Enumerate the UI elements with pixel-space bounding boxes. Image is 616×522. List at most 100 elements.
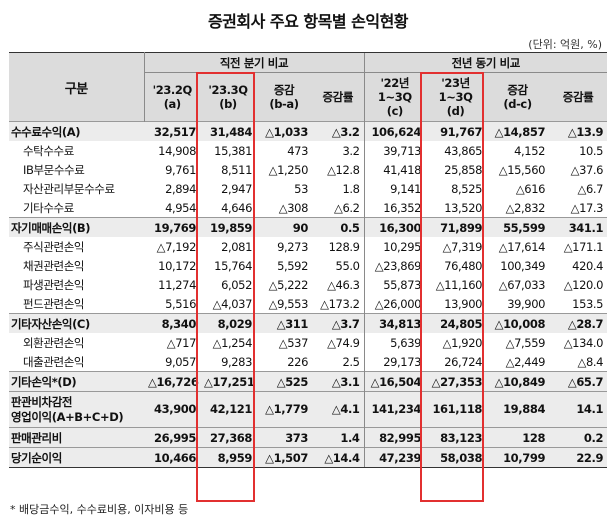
cell-value: △9,553	[268, 296, 309, 311]
cell-value: △65.7	[549, 371, 608, 392]
cell-value: 16,352	[363, 198, 426, 218]
cell-value: 58,038	[425, 447, 487, 468]
cell-value: 90	[256, 217, 312, 237]
table-row: 채권관련손익 10,172 15,764 5,592 55.0 △23,869 76,480…	[9, 256, 607, 275]
cell-value: 10,295	[363, 237, 426, 256]
cell-value: 6,052	[221, 277, 252, 292]
header-col-line: 증감률	[322, 90, 354, 104]
row-label: 주식관련손익	[9, 237, 144, 256]
cell-value: 9,057	[165, 354, 196, 369]
row-label: 자기매매손익(B)	[9, 217, 144, 237]
row-label-line: 기타손익*(D)	[11, 374, 77, 389]
header-col-line: 1~3Q	[377, 90, 412, 104]
cell-value: △1,033	[256, 121, 312, 141]
header-col-1: '23.3Q (b)	[200, 72, 256, 122]
cell-value: 106,624	[363, 121, 426, 141]
cell-value: △134.0	[563, 335, 604, 350]
cell-value: 9,141	[363, 179, 426, 198]
cell-value: △1,779	[256, 391, 312, 428]
cell-value: △15,560	[498, 162, 546, 177]
row-label: 기타손익*(D)	[9, 371, 144, 392]
row-label-line: 채권관련손익	[23, 258, 85, 273]
row-label-line: 기타자산손익(C)	[11, 316, 90, 331]
header-col-5: '23년 1~3Q (d)	[425, 72, 487, 122]
header-col-line: '23년	[441, 76, 470, 90]
row-label-line: 수수료수익(A)	[11, 124, 81, 139]
table-row: 기타자산손익(C) 8,340 8,029 △311 △3.7 34,813 24,805 △…	[9, 313, 608, 333]
cell-value: △717	[166, 335, 197, 350]
cell-value: △1,507	[256, 447, 312, 468]
row-label: IB부문수수료	[9, 160, 144, 179]
table-row: 대출관련손익 9,057 9,283 226 2.5 29,173 26,724 △2,449…	[9, 352, 607, 372]
cell-value: 128	[486, 427, 550, 448]
cell-value: 4,152	[514, 143, 546, 158]
cell-value: 10.5	[579, 143, 604, 158]
cell-value: △171.1	[563, 239, 604, 254]
cell-value: △12.8	[327, 162, 360, 177]
row-label-line: 판매관리비	[11, 430, 62, 445]
cell-value: △6.2	[334, 200, 360, 215]
profit-loss-table: 구분 직전 분기 비교 전년 동기 비교 '23.2Q (a) '23.3Q (b) 증…	[9, 52, 608, 468]
cell-value: 0.2	[549, 427, 608, 448]
cell-value: 32,517	[144, 121, 200, 141]
row-label-line: 외환관련손익	[23, 335, 85, 350]
cell-value: △3.1	[312, 371, 365, 392]
cell-value: 153.5	[572, 296, 604, 311]
row-label: 수탁수수료	[9, 141, 144, 160]
row-label: 기타수수료	[9, 198, 144, 218]
header-col-line: (b)	[219, 97, 237, 111]
cell-value: 47,239	[363, 447, 426, 468]
cell-value: 42,121	[200, 391, 256, 428]
header-col-2: 증감 (b-a)	[256, 72, 312, 122]
cell-value: △7,192	[156, 239, 197, 254]
table-row: 파생관련손익 11,274 6,052 △5,222 △46.3 55,873 △11,16…	[9, 275, 607, 294]
cell-value: △14,857	[486, 121, 550, 141]
cell-value: 5,639	[363, 333, 426, 352]
table-row: IB부문수수료 9,761 8,511 △1,250 △12.8 41,418 25,858…	[9, 160, 607, 179]
cell-value: △2,449	[505, 354, 546, 369]
cell-value: △7,319	[442, 239, 483, 254]
cell-value: 226	[287, 354, 308, 369]
row-label-line: 자기매매손익(B)	[11, 220, 91, 235]
cell-value: △17,251	[200, 371, 256, 392]
cell-value: 55,873	[363, 275, 426, 294]
cell-value: 26,995	[144, 427, 200, 448]
cell-value: 341.1	[549, 217, 608, 237]
header-group-prev-year: 전년 동기 비교	[363, 52, 608, 73]
table-row: 기타손익*(D) △16,726 △17,251 △525 △3.1 △16,504 △27…	[9, 371, 608, 392]
table-row: 기타수수료 4,954 4,646 △308 △6.2 16,352 13,520 △2,83…	[9, 198, 607, 218]
header-gubun: 구분	[9, 52, 145, 122]
cell-value: △14.4	[312, 447, 365, 468]
row-label-line: 기타수수료	[23, 200, 74, 215]
cell-value: 10,799	[486, 447, 550, 468]
cell-value: 128.9	[328, 239, 360, 254]
cell-value: △308	[278, 200, 309, 215]
cell-value: 26,724	[444, 354, 483, 369]
cell-value: △1,920	[442, 335, 483, 350]
cell-value: 14,908	[158, 143, 196, 158]
row-label: 대출관련손익	[9, 352, 144, 372]
table-row: 펀드관련손익 5,516 △4,037 △9,553 △173.2 △26,000 13,9…	[9, 294, 607, 314]
header-col-line: (a)	[163, 97, 181, 111]
table-row: 판매관리비 26,995 27,368 373 1.4 82,995 83,123 128 0.…	[9, 427, 608, 448]
cell-value: 100,349	[500, 258, 546, 273]
row-label-line: 펀드관련손익	[23, 296, 85, 311]
cell-value: 0.5	[312, 217, 365, 237]
cell-value: 43,900	[144, 391, 200, 428]
cell-value: △5,222	[268, 277, 309, 292]
cell-value: 55.0	[335, 258, 360, 273]
cell-value: 19,884	[486, 391, 550, 428]
cell-value: 39,900	[507, 296, 546, 311]
header-col-line: 증감	[507, 83, 528, 97]
cell-value: 420.4	[572, 258, 604, 273]
header-col-line: 증감률	[562, 90, 594, 104]
cell-value: △3.2	[312, 121, 365, 141]
cell-value: △23,869	[363, 256, 426, 275]
cell-value: 91,767	[425, 121, 487, 141]
cell-value: 473	[287, 143, 308, 158]
cell-value: △17,614	[498, 239, 546, 254]
row-label: 외환관련손익	[9, 333, 144, 352]
cell-value: 8,525	[451, 181, 483, 196]
cell-value: △17.3	[570, 200, 604, 215]
cell-value: 8,340	[144, 313, 200, 333]
